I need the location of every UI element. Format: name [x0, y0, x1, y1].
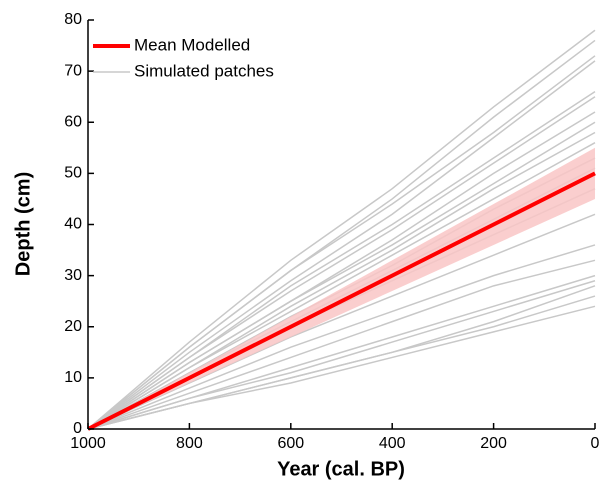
simulated-line — [87, 305, 596, 430]
simulated-line — [87, 96, 596, 430]
simulated-line — [87, 244, 596, 430]
y-axis-label: Depth (cm) — [12, 172, 34, 276]
y-tick-label: 40 — [64, 216, 82, 233]
y-tick-label: 60 — [64, 113, 82, 130]
simulated-line — [87, 259, 596, 430]
simulated-line — [87, 121, 596, 430]
x-tick-label: 600 — [277, 435, 304, 452]
y-tick-label: 20 — [64, 318, 82, 335]
y-tick-label: 10 — [64, 369, 82, 386]
y-tick-label: 80 — [64, 11, 82, 28]
mean-line — [87, 171, 596, 431]
y-tick-label: 0 — [73, 420, 82, 437]
x-tick-label: 0 — [591, 435, 600, 452]
simulated-line — [87, 60, 596, 430]
x-axis-label: Year (cal. BP) — [277, 458, 405, 480]
legend-label: Simulated patches — [134, 61, 274, 80]
simulated-line — [87, 280, 596, 430]
simulated-line — [87, 55, 596, 430]
simulated-line — [87, 29, 596, 430]
simulated-line — [87, 111, 596, 430]
x-tick-label: 800 — [176, 435, 203, 452]
x-tick-label: 400 — [379, 435, 406, 452]
simulated-line — [87, 142, 596, 430]
y-tick-label: 50 — [64, 165, 82, 182]
simulated-line — [87, 213, 596, 430]
x-tick-label: 200 — [480, 435, 507, 452]
legend-label: Mean Modelled — [134, 35, 250, 54]
uncertainty-band — [88, 147, 595, 429]
y-tick-label: 30 — [64, 267, 82, 284]
y-tick-label: 70 — [64, 62, 82, 79]
x-tick-label: 1000 — [70, 435, 106, 452]
simulated-line — [87, 131, 596, 430]
